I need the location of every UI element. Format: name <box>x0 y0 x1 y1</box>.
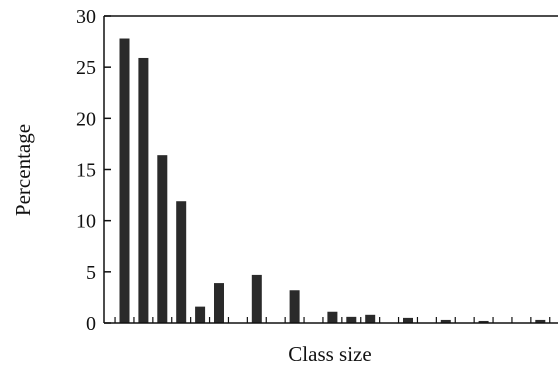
bar <box>119 38 130 323</box>
bar <box>176 201 187 323</box>
y-tick-label: 20 <box>76 108 96 130</box>
bar <box>365 314 376 323</box>
bar <box>289 290 300 323</box>
y-tick-label: 10 <box>76 211 96 233</box>
bar <box>327 311 338 323</box>
y-tick-label: 15 <box>76 160 96 182</box>
y-tick-label: 0 <box>86 313 96 335</box>
bar <box>195 306 206 323</box>
y-ticks-group: 0 5 10 15 20 25 30 <box>76 6 111 335</box>
y-tick-label: 5 <box>86 262 96 284</box>
y-tick-label: 30 <box>76 6 96 28</box>
y-tick-label: 25 <box>76 57 96 79</box>
bar <box>251 274 262 323</box>
bar <box>138 57 149 323</box>
bar <box>346 316 357 323</box>
bars-group <box>119 38 546 323</box>
bar <box>478 320 489 323</box>
x-axis-title: Class size <box>288 342 371 366</box>
bar <box>535 319 546 323</box>
bar <box>403 317 413 323</box>
bar <box>157 155 168 323</box>
bar <box>440 319 451 323</box>
y-axis-title: Percentage <box>11 124 35 216</box>
x-ticks-group <box>114 317 551 323</box>
bar <box>214 283 224 323</box>
